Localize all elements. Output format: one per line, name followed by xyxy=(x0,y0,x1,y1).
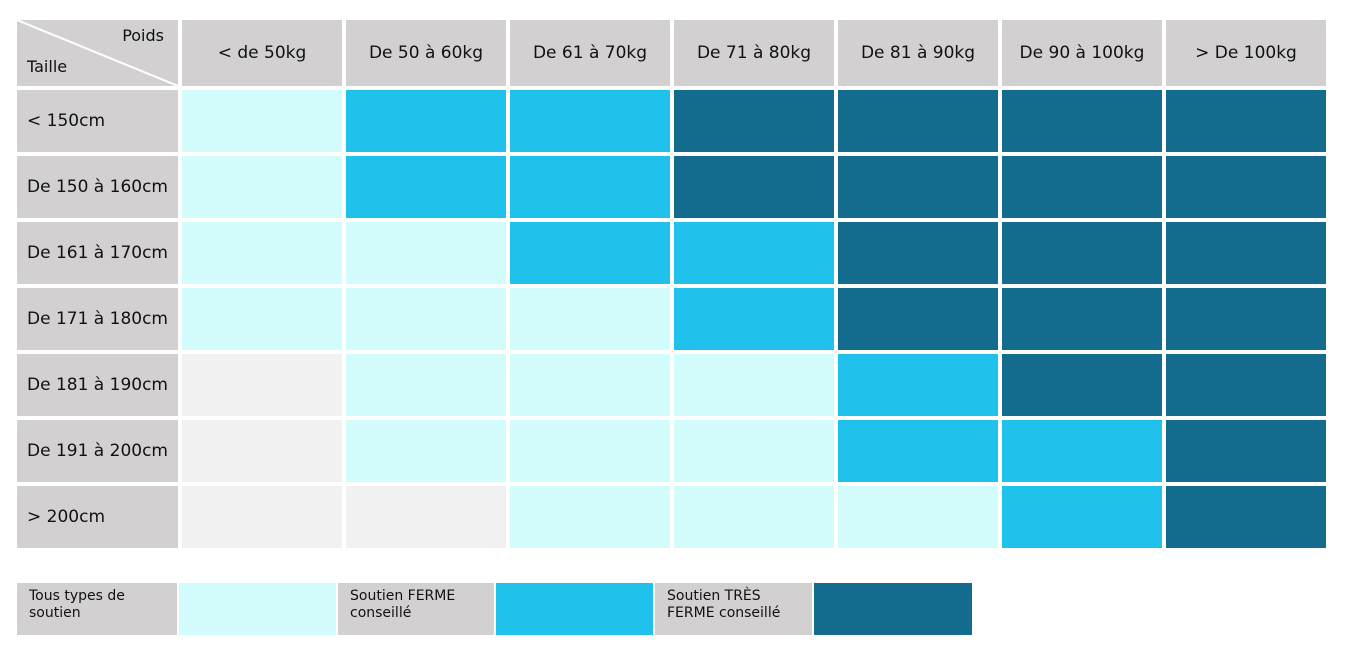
legend-label-all-types: Tous types de soutien xyxy=(17,583,177,635)
height-axis-label: Taille xyxy=(27,57,68,76)
row-header-height: De 191 à 200cm xyxy=(17,420,178,482)
table-cell-all xyxy=(674,486,834,548)
table-cell-all xyxy=(510,486,670,548)
legend-label-very-firm: Soutien TRÈS FERME conseillé xyxy=(655,583,812,635)
table-cell-firm xyxy=(346,90,506,152)
table-cell-all xyxy=(838,486,998,548)
weight-axis-label: Poids xyxy=(122,26,164,45)
table-cell-firm xyxy=(510,90,670,152)
column-header-weight: De 71 à 80kg xyxy=(674,20,834,86)
table-cell-all xyxy=(182,90,342,152)
column-header-weight: De 50 à 60kg xyxy=(346,20,506,86)
row-header-height: < 150cm xyxy=(17,90,178,152)
table-cell-all xyxy=(346,288,506,350)
table-cell-very xyxy=(1002,90,1162,152)
legend-swatch-firm xyxy=(496,583,653,635)
table-cell-firm xyxy=(838,420,998,482)
row-header-height: De 181 à 190cm xyxy=(17,354,178,416)
column-header-weight: < de 50kg xyxy=(182,20,342,86)
table-cell-firm xyxy=(1002,420,1162,482)
table-cell-all xyxy=(346,354,506,416)
table-cell-all xyxy=(182,288,342,350)
table-cell-firm xyxy=(1002,486,1162,548)
table-cell-firm xyxy=(674,288,834,350)
table-cell-very xyxy=(1002,288,1162,350)
table-cell-all xyxy=(510,354,670,416)
table-cell-very xyxy=(1166,222,1326,284)
table-cell-firm xyxy=(674,222,834,284)
column-header-weight: De 81 à 90kg xyxy=(838,20,998,86)
table-cell-none xyxy=(346,486,506,548)
table-cell-firm xyxy=(346,156,506,218)
column-header-weight: De 61 à 70kg xyxy=(510,20,670,86)
table-cell-none xyxy=(182,420,342,482)
legend-text-line: conseillé xyxy=(350,604,412,621)
table-cell-none xyxy=(182,486,342,548)
table-cell-firm xyxy=(838,354,998,416)
column-header-weight: De 90 à 100kg xyxy=(1002,20,1162,86)
table-cell-very xyxy=(838,222,998,284)
table-cell-all xyxy=(182,222,342,284)
legend-text-line: Soutien FERME xyxy=(350,588,456,604)
table-cell-all xyxy=(182,156,342,218)
table-cell-very xyxy=(1166,486,1326,548)
legend-swatch-all-types xyxy=(179,583,336,635)
row-header-height: De 171 à 180cm xyxy=(17,288,178,350)
table-cell-all xyxy=(674,354,834,416)
table-cell-all xyxy=(346,222,506,284)
table-cell-very xyxy=(1002,222,1162,284)
table-cell-very xyxy=(1166,156,1326,218)
table-cell-very xyxy=(1166,288,1326,350)
table-cell-very xyxy=(674,90,834,152)
table-cell-all xyxy=(510,288,670,350)
table-cell-all xyxy=(674,420,834,482)
legend-label-firm: Soutien FERME conseillé xyxy=(338,583,494,635)
table-cell-very xyxy=(1166,420,1326,482)
table-cell-very xyxy=(1166,354,1326,416)
table-cell-very xyxy=(1002,354,1162,416)
row-header-height: De 150 à 160cm xyxy=(17,156,178,218)
table-cell-very xyxy=(838,156,998,218)
table-cell-none xyxy=(182,354,342,416)
legend: Tous types de soutien Soutien FERME cons… xyxy=(17,583,972,635)
corner-diagonal-line xyxy=(17,20,178,86)
column-header-weight: > De 100kg xyxy=(1166,20,1326,86)
legend-swatch-very-firm xyxy=(814,583,972,635)
table-cell-firm xyxy=(510,156,670,218)
table-cell-very xyxy=(838,90,998,152)
legend-text-line: Tous types de xyxy=(29,588,125,604)
row-header-height: > 200cm xyxy=(17,486,178,548)
legend-text-line: Soutien TRÈS xyxy=(667,588,761,604)
table-cell-very xyxy=(674,156,834,218)
legend-text-line: soutien xyxy=(29,604,81,621)
table-cell-very xyxy=(1166,90,1326,152)
table-cell-very xyxy=(1002,156,1162,218)
table-cell-very xyxy=(838,288,998,350)
table-corner-header: Poids Taille xyxy=(17,20,178,86)
row-header-height: De 161 à 170cm xyxy=(17,222,178,284)
table-cell-firm xyxy=(510,222,670,284)
legend-text-line: FERME conseillé xyxy=(667,604,781,621)
table-cell-all xyxy=(510,420,670,482)
size-weight-table: Poids Taille < de 50kg De 50 à 60kg De 6… xyxy=(17,20,1326,553)
table-cell-all xyxy=(346,420,506,482)
